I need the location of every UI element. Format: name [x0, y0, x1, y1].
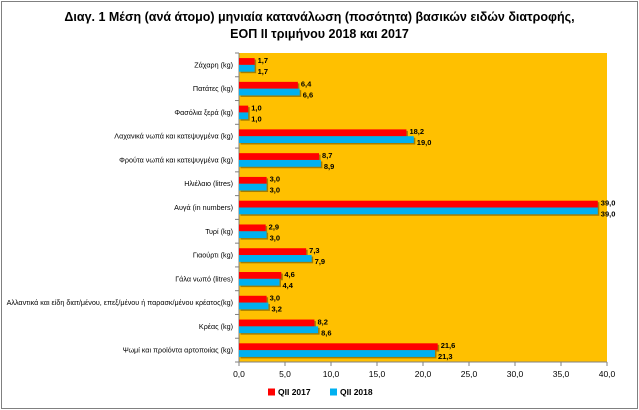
category-label: Αυγά (in numbers) — [174, 203, 233, 212]
legend-label: QII 2018 — [340, 387, 373, 397]
data-label: 2,9 — [269, 222, 279, 231]
category-label: Τυρί (kg) — [205, 227, 233, 236]
legend-swatch — [330, 388, 337, 396]
data-label: 7,3 — [309, 246, 319, 255]
bar-qii-2018 — [239, 64, 255, 72]
data-label: 6,4 — [301, 80, 312, 89]
x-tick-label: 5,0 — [279, 369, 291, 379]
bar-qii-2018 — [239, 112, 249, 120]
category-label: Φασόλια ξερά (kg) — [174, 108, 233, 117]
data-label: 4,4 — [282, 281, 293, 290]
data-label: 21,6 — [441, 341, 456, 350]
bar-qii-2017 — [239, 295, 267, 303]
x-tick-label: 20,0 — [415, 369, 432, 379]
data-label: 8,2 — [317, 317, 327, 326]
data-label: 18,2 — [409, 127, 424, 136]
data-label: 8,9 — [324, 162, 334, 171]
bar-qii-2018 — [239, 231, 267, 239]
bar-qii-2017 — [239, 224, 266, 232]
data-label: 3,0 — [270, 175, 280, 184]
category-label: Ηλιέλαιο (litres) — [184, 179, 233, 188]
category-label: Ζάχαρη (kg) — [194, 60, 233, 69]
category-label: Κρέας (kg) — [199, 322, 233, 331]
bar-qii-2017 — [239, 129, 407, 137]
category-label: Αλλαντικά και είδη διατ/μένου, επεξ/μένο… — [7, 298, 233, 307]
bar-qii-2018 — [239, 255, 312, 262]
chart-title: Διαγ. 1 Μέση (ανά άτομο) μηνιαία κατανάλ… — [64, 10, 575, 41]
data-label: 8,6 — [321, 328, 331, 337]
x-tick-label: 35,0 — [553, 369, 570, 379]
data-label: 8,7 — [322, 151, 332, 160]
data-label: 1,7 — [258, 67, 268, 76]
data-label: 7,9 — [315, 257, 325, 266]
bar-qii-2018 — [239, 183, 267, 191]
bar-qii-2018 — [239, 207, 598, 215]
category-label: Γιαούρτι (kg) — [193, 251, 233, 260]
bar-qii-2018 — [239, 326, 319, 334]
x-tick-label: 10,0 — [323, 369, 340, 379]
bar-qii-2018 — [239, 88, 300, 96]
data-label: 3,2 — [271, 305, 281, 314]
category-label: Πατάτες (kg) — [193, 84, 233, 93]
data-label: 19,0 — [417, 138, 432, 147]
legend-swatch — [268, 388, 275, 396]
data-label: 39,0 — [601, 210, 616, 219]
bar-qii-2017 — [239, 81, 298, 89]
legend-label: QII 2017 — [278, 387, 311, 397]
bar-qii-2018 — [239, 350, 435, 357]
data-label: 3,0 — [270, 186, 280, 195]
bar-qii-2018 — [239, 278, 280, 286]
x-tick-label: 25,0 — [461, 369, 478, 379]
bar-qii-2017 — [239, 153, 320, 160]
category-label: Λαχανικά νωπά και κατεψυγμένα (kg) — [114, 132, 233, 141]
x-tick-label: 30,0 — [507, 369, 524, 379]
data-label: 1,0 — [251, 114, 261, 123]
category-label: Γάλα νωπό (litres) — [175, 274, 233, 283]
bar-qii-2018 — [239, 302, 269, 310]
category-label: Ψωμί και προϊόντα αρτοποιίας (kg) — [123, 346, 233, 355]
data-label: 39,0 — [601, 199, 616, 208]
x-tick-label: 15,0 — [369, 369, 386, 379]
bar-qii-2017 — [239, 248, 307, 256]
x-tick-label: 0,0 — [233, 369, 245, 379]
data-label: 6,6 — [303, 91, 313, 100]
data-label: 21,3 — [438, 352, 453, 361]
bar-qii-2017 — [239, 58, 255, 65]
data-label: 3,0 — [270, 294, 280, 303]
data-label: 1,0 — [251, 103, 261, 112]
bar-qii-2017 — [239, 200, 598, 208]
bar-qii-2017 — [239, 272, 282, 279]
bar-qii-2017 — [239, 176, 267, 184]
data-label: 3,0 — [270, 233, 280, 242]
bar-qii-2017 — [239, 343, 438, 351]
x-tick-label: 40,0 — [599, 369, 616, 379]
bar-qii-2018 — [239, 159, 321, 167]
data-label: 4,6 — [284, 270, 294, 279]
bar-qii-2017 — [239, 105, 249, 113]
bar-qii-2018 — [239, 136, 414, 143]
category-label: Φρούτα νωπά και κατεψυγμένα (kg) — [119, 155, 233, 164]
data-label: 1,7 — [258, 56, 268, 65]
bar-qii-2017 — [239, 319, 315, 327]
